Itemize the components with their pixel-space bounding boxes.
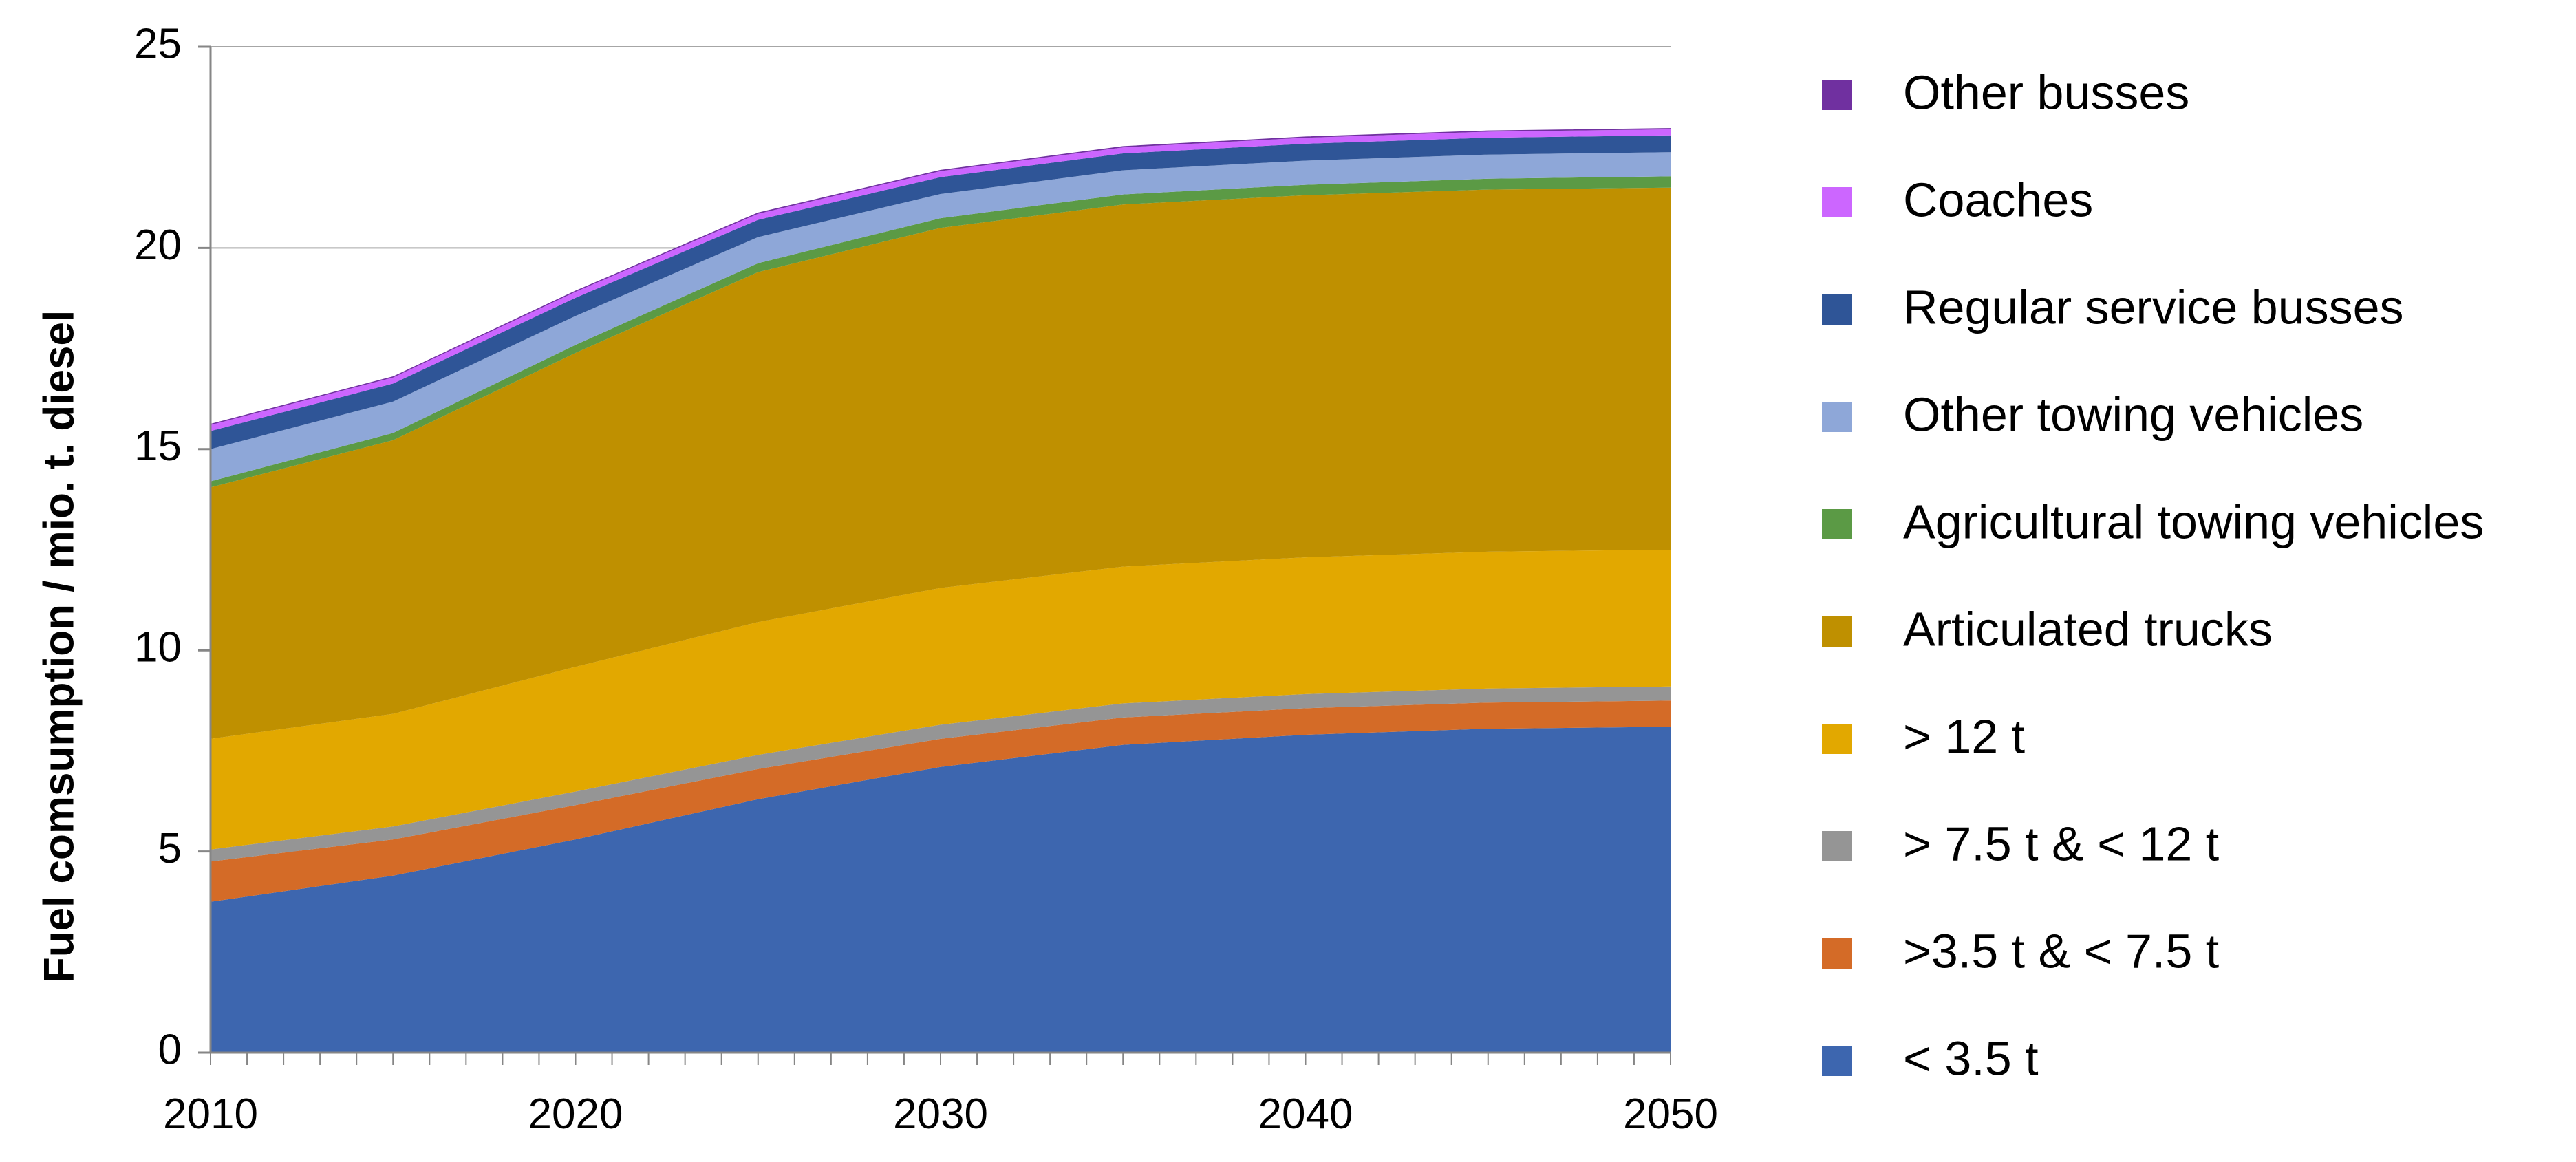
legend-swatch <box>1822 294 1852 325</box>
legend-label: > 12 t <box>1903 709 2025 763</box>
legend-item-other-busses: Other busses <box>1822 65 2189 119</box>
legend-swatch <box>1822 1046 1852 1076</box>
axes <box>198 45 1671 1065</box>
legend-swatch <box>1822 402 1852 432</box>
legend-label: < 3.5 t <box>1903 1031 2039 1085</box>
y-tick-label: 25 <box>134 20 182 67</box>
y-tick-label: 20 <box>134 222 182 269</box>
legend-item-12-t: > 12 t <box>1822 709 2025 763</box>
y-tick-label: 10 <box>134 624 182 671</box>
y-axis-label: Fuel comsumption / mio. t. diesel <box>35 310 83 983</box>
legend-label: > 7.5 t & < 12 t <box>1903 817 2219 870</box>
x-tick-labels: 2010 2020 2030 2040 2050 <box>163 1090 1718 1138</box>
legend-swatch <box>1822 616 1852 647</box>
y-tick-label: 0 <box>158 1026 182 1073</box>
area-series-12-t <box>211 550 1671 850</box>
legend-label: Coaches <box>1903 173 2093 226</box>
area-series-3-5-t <box>211 727 1671 1053</box>
plot-areas <box>211 128 1671 1053</box>
legend-swatch <box>1822 831 1852 861</box>
area-series-articulated-trucks <box>211 187 1671 739</box>
x-tick-label: 2020 <box>528 1090 623 1138</box>
y-tick-labels: 0 5 10 15 20 25 <box>134 20 182 1073</box>
legend-swatch <box>1822 938 1852 969</box>
legend-item-other-towing-vehicles: Other towing vehicles <box>1822 387 2363 441</box>
legend-item-3-5-t-7-5-t: >3.5 t & < 7.5 t <box>1822 924 2219 978</box>
x-tick-label: 2010 <box>163 1090 258 1138</box>
legend: Other busses Coaches Regular service busse… <box>1822 65 2484 1085</box>
legend-item-coaches: Coaches <box>1822 173 2093 226</box>
legend-label: Agricultural towing vehicles <box>1903 495 2484 548</box>
y-tick-label: 15 <box>134 422 182 470</box>
x-tick-label: 2050 <box>1623 1090 1718 1138</box>
x-tick-label: 2030 <box>893 1090 988 1138</box>
legend-label: Other busses <box>1903 65 2189 119</box>
legend-item-regular-service-busses: Regular service busses <box>1822 280 2404 334</box>
legend-swatch <box>1822 724 1852 754</box>
y-tick-label: 5 <box>158 825 182 872</box>
area-series-other-towing-vehicles <box>211 152 1671 482</box>
area-series-3-5-t-7-5-t <box>211 700 1671 902</box>
legend-label: Other towing vehicles <box>1903 387 2363 441</box>
legend-label: Regular service busses <box>1903 280 2404 334</box>
legend-swatch <box>1822 509 1852 539</box>
x-tick-label: 2040 <box>1258 1090 1353 1138</box>
legend-item-3-5-t: < 3.5 t <box>1822 1031 2039 1085</box>
legend-item-articulated-trucks: Articulated trucks <box>1822 602 2273 656</box>
legend-swatch <box>1822 187 1852 217</box>
legend-label: >3.5 t & < 7.5 t <box>1903 924 2219 978</box>
legend-label: Articulated trucks <box>1903 602 2273 656</box>
legend-item-7-5-t-12-t: > 7.5 t & < 12 t <box>1822 817 2219 870</box>
legend-item-agricultural-towing-vehicles: Agricultural towing vehicles <box>1822 495 2484 548</box>
legend-swatch <box>1822 80 1852 110</box>
